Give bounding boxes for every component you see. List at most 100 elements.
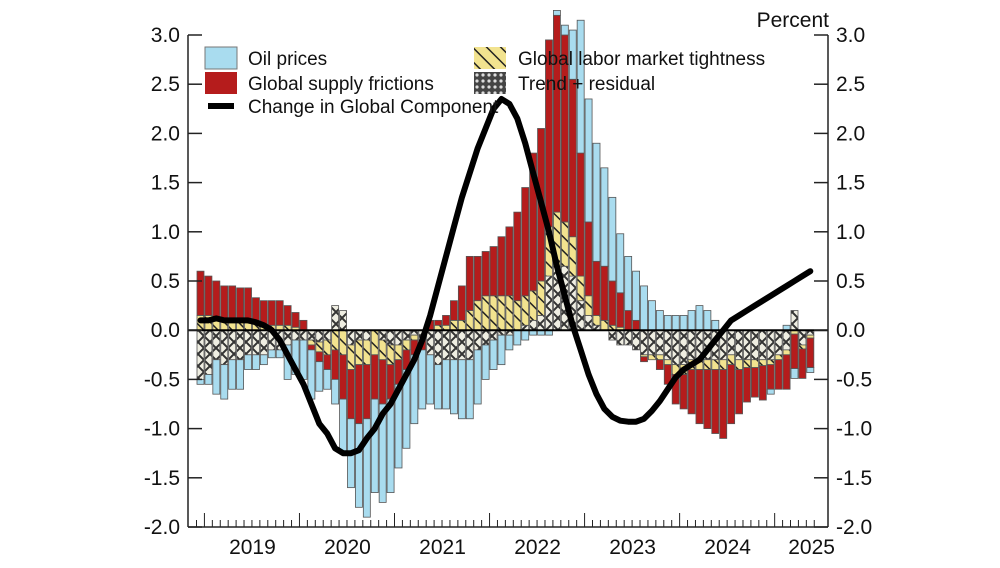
bar-segment-trend (473, 329, 482, 351)
bar-segment-trend (331, 305, 340, 331)
bar-segment-labor (402, 339, 411, 351)
bar-segment-labor (655, 354, 664, 361)
bar-segment-supply (758, 365, 767, 401)
bar-segment-supply (806, 337, 815, 368)
bar-segment-oil (212, 359, 221, 395)
bar-segment-trend (790, 310, 799, 331)
bar-segment-labor (663, 359, 672, 366)
bar-segment-supply (434, 319, 443, 326)
bar-segment-supply (735, 369, 743, 415)
bar-segment-oil (244, 354, 252, 370)
series-line-change-in-global-component (197, 96, 814, 457)
bar-segment-trend (529, 319, 538, 331)
bar-segment-supply (687, 369, 696, 415)
y-tick-label-left: -1.5 (144, 467, 180, 490)
bar-segment-oil (640, 285, 648, 331)
bar-segment-trend (687, 329, 696, 361)
bar-segment-oil (513, 329, 522, 346)
y-tick-label-right: -1.0 (836, 418, 872, 441)
bar-segment-labor (798, 344, 807, 350)
bar-segment-labor (236, 321, 245, 331)
bar-segment-supply (774, 359, 783, 390)
bar-segment-supply (679, 374, 688, 410)
bar-segment-trend (774, 329, 783, 356)
bar-segment-labor (386, 344, 395, 366)
bar-segment-supply (267, 300, 276, 326)
bar-segment-oil (267, 349, 276, 359)
bar-segment-trend (259, 329, 268, 356)
bar-segment-supply (505, 226, 514, 297)
legend-label-line: Change in Global Component (248, 97, 499, 118)
bar-segment-supply (584, 221, 593, 297)
bar-segment-supply (331, 349, 340, 380)
bar-segment-trend (679, 329, 688, 366)
bar-segment-oil (671, 315, 680, 331)
bar-segment-oil (370, 398, 379, 493)
bar-segment-oil (553, 9, 561, 16)
bar-segment-trend (457, 329, 466, 361)
legend-swatch-trend (474, 72, 506, 94)
bar-segment-trend (576, 300, 585, 331)
bar-segment-supply (766, 364, 775, 390)
bar-segment-oil (560, 24, 569, 36)
bar-segment-supply (299, 319, 308, 331)
bar-segment-supply (529, 152, 538, 292)
y-tick-label-left: 2.5 (151, 73, 180, 96)
bar-segment-labor (743, 359, 751, 368)
y-tick-label-left: -2.0 (144, 516, 180, 539)
bar-segment-oil (655, 310, 664, 331)
bar-segment-labor (568, 236, 577, 277)
bar-segment-oil (228, 359, 237, 390)
bar-segment-supply (497, 236, 506, 297)
bar-segment-labor (370, 329, 379, 356)
bar-segment-oil (766, 388, 775, 395)
bar-segment-supply (362, 364, 371, 420)
y-tick-label-right: -2.0 (836, 516, 872, 539)
bar-segment-supply (275, 300, 284, 326)
bar-segment-supply (624, 310, 633, 331)
bar-segment-oil (204, 374, 213, 385)
bar-segment-supply (790, 333, 799, 369)
bar-segment-labor (727, 354, 736, 366)
bar-segment-supply (354, 364, 363, 425)
bar-segment-supply (481, 251, 490, 297)
bar-segment-labor (703, 359, 712, 370)
bar-segment-supply (228, 285, 237, 321)
bar-segment-labor (774, 354, 783, 361)
bar-segment-trend (323, 329, 332, 341)
bar-segment-trend (545, 275, 553, 331)
y-tick-label-left: 1.0 (151, 221, 180, 244)
bar-segment-supply (315, 351, 324, 363)
bar-segment-labor (576, 275, 585, 302)
bar-segment-supply (655, 359, 664, 370)
bar-segment-oil (632, 270, 640, 321)
bar-segment-trend (608, 329, 617, 341)
bar-segment-supply (695, 369, 704, 425)
bar-segment-labor (766, 359, 775, 366)
bar-segment-trend (727, 329, 736, 356)
x-tick-label: 2023 (609, 536, 656, 559)
bar-segment-labor (751, 359, 759, 368)
bar-segment-labor (711, 359, 720, 370)
bar-segment-trend (489, 329, 498, 341)
bar-segment-labor (339, 329, 347, 356)
bar-segment-labor (560, 221, 569, 267)
bar-segment-oil (275, 349, 284, 359)
bar-segment-supply (782, 354, 791, 390)
bar-segment-oil (695, 305, 704, 331)
bar-segment-trend (339, 310, 347, 331)
y-tick-label-left: -1.0 (144, 418, 180, 441)
bar-segment-oil (220, 364, 229, 400)
bar-segment-supply (473, 255, 482, 302)
bar-segment-trend (663, 329, 672, 361)
bar-segment-oil (608, 196, 617, 282)
bar-segment-trend (624, 329, 633, 346)
bar-segment-labor (758, 359, 767, 367)
bar-segment-trend (236, 329, 245, 361)
bar-segment-supply (450, 300, 458, 321)
bar-segment-supply (244, 287, 252, 323)
bar-segment-trend (315, 329, 324, 343)
bar-segment-oil (576, 19, 585, 154)
bar-segment-trend (640, 329, 648, 356)
bar-segment-oil (465, 359, 474, 420)
